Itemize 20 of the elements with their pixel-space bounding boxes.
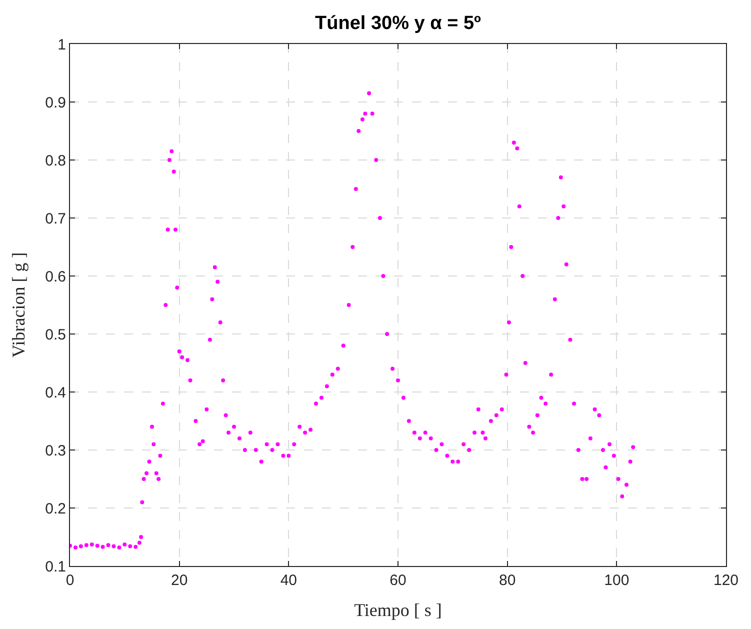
x-axis-title: Tiempo [ s ] bbox=[354, 600, 442, 620]
y-tick-label: 0.1 bbox=[45, 558, 66, 576]
x-tick-label: 40 bbox=[280, 572, 298, 589]
y-tick-label: 0.9 bbox=[45, 94, 66, 112]
y-tick-label: 0.6 bbox=[45, 268, 66, 286]
chart-title: Túnel 30% y α = 5º bbox=[315, 13, 482, 34]
y-axis-title: Vibracion [ g ] bbox=[8, 252, 28, 358]
y-tick-label: 0.3 bbox=[45, 442, 66, 460]
x-tick-label: 80 bbox=[498, 572, 516, 589]
x-tick-label: 0 bbox=[66, 572, 74, 589]
y-tick-label: 1 bbox=[58, 36, 66, 54]
x-tick-label: 100 bbox=[604, 572, 630, 589]
x-tick-label: 60 bbox=[390, 572, 406, 589]
y-tick-label: 0.5 bbox=[45, 326, 66, 344]
x-tick-label: 120 bbox=[713, 572, 739, 589]
y-tick-label: 0.8 bbox=[45, 152, 66, 170]
y-tick-label: 0.4 bbox=[45, 384, 66, 402]
y-tick-label: 0.7 bbox=[45, 210, 66, 228]
y-tick-label: 0.2 bbox=[45, 500, 66, 518]
x-tick-label: 20 bbox=[170, 572, 188, 589]
